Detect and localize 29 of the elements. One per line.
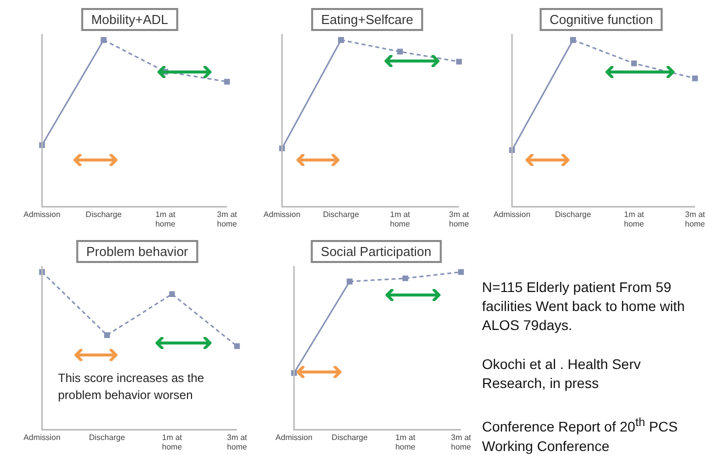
x-tick-label: 1m at home [395,432,416,452]
x-tick-label: Admission [24,210,60,219]
x-tick-label: Discharge [86,210,122,219]
x-tick-label: Discharge [554,210,592,219]
x-tick-label: 1m at home [624,210,645,228]
x-tick-label: Admission [264,210,300,219]
x-tick-label: 1m at home [390,210,411,228]
x-tick-label: 1m at home [155,210,176,228]
x-tick-label: 3m at home [448,210,470,228]
x-tick-label: Admission [494,210,530,219]
x-tick-label: 1m at home [162,432,183,452]
chart-title: Eating+Selfcare [311,8,424,31]
chart-title: Cognitive function [540,8,664,31]
x-tick-label: 3m at home [216,210,238,228]
text: Conference Report of 20$^{th}$ PCS Working Conference [482,416,678,454]
x-tick-label: Admission [276,432,312,442]
text: Okochi et al . Health Serv Research, in press [482,355,642,393]
chart-title: Mobility+ADL [81,8,178,31]
x-tick-label: 3m at home [684,210,706,228]
x-tick-label: 3m at home [450,432,472,452]
x-tick-label: Discharge [88,432,126,442]
text: N=115 Elderly patient From 59 facilities Went back to home with ALOS 79days. [482,278,686,335]
x-tick-label: 3m at home [226,432,248,452]
x-tick-label: Discharge [332,432,368,442]
chart-title: Social Participation [310,240,442,263]
x-tick-label: Discharge [322,210,360,219]
x-tick-label: Admission [24,432,60,442]
annotation: This score increases as the problem behavior worsen [58,370,206,404]
chart-title: Problem behavior [76,240,198,263]
